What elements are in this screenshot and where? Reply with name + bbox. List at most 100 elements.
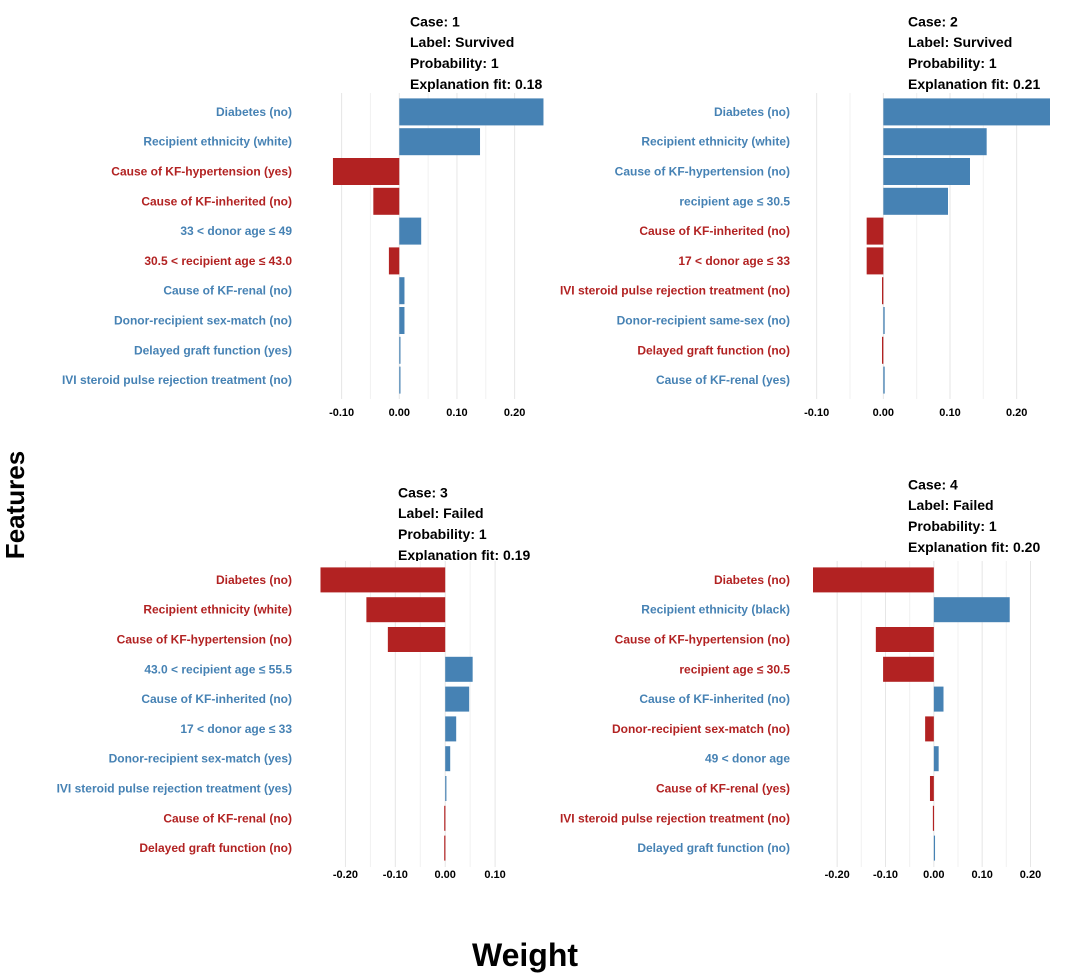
x-tick-label: 0.00 (923, 869, 944, 881)
bar (399, 307, 405, 334)
panel-header-line: Case: 3 (398, 484, 448, 500)
feature-label: Cause of KF-renal (no) (163, 284, 292, 298)
case-panel-1: Case: 1 Label: Survived Probability: 1 Expl… (62, 13, 555, 419)
bar (882, 277, 884, 305)
panel-header-line: Explanation fit: 0.18 (410, 76, 542, 92)
feature-label: Diabetes (no) (714, 105, 790, 119)
panel-header-line: Explanation fit: 0.21 (908, 76, 1040, 92)
bar (399, 336, 401, 364)
x-tick-label: -0.10 (804, 407, 829, 419)
bar (444, 835, 446, 861)
x-tick-label: -0.10 (873, 869, 898, 881)
x-tick-label: 0.10 (939, 407, 960, 419)
bar (933, 746, 939, 772)
feature-label: Cause of KF-hypertension (yes) (111, 165, 292, 179)
bar (883, 128, 987, 156)
bar (883, 366, 885, 394)
panel-header-line: Label: Survived (410, 34, 514, 50)
feature-label: Delayed graft function (yes) (134, 343, 292, 357)
panel-header-line: Label: Failed (908, 497, 994, 513)
feature-label: Cause of KF-inherited (no) (639, 224, 790, 238)
bar (866, 247, 884, 275)
feature-label: 49 < donor age (705, 752, 790, 766)
bar (445, 656, 473, 682)
feature-label: Recipient ethnicity (white) (143, 603, 292, 617)
feature-label: IVI steroid pulse rejection treatment (y… (57, 782, 292, 796)
x-tick-label: 0.10 (484, 869, 505, 881)
bar (399, 98, 544, 126)
feature-label: Donor-recipient sex-match (no) (612, 722, 790, 736)
feature-label: 33 < donor age ≤ 49 (180, 224, 292, 238)
x-tick-label: 0.00 (873, 407, 894, 419)
feature-label: Cause of KF-inherited (no) (141, 692, 292, 706)
panel-header-line: Explanation fit: 0.19 (398, 547, 530, 563)
x-tick-label: 0.20 (1006, 407, 1027, 419)
feature-label: Donor-recipient same-sex (no) (617, 314, 790, 328)
plot-area (813, 561, 1045, 867)
feature-label: Recipient ethnicity (black) (641, 603, 790, 617)
bar (875, 627, 934, 652)
case-panel-4: Case: 4 Label: Failed Probability: 1 Explan… (560, 476, 1045, 881)
bar (399, 217, 422, 245)
feature-label: recipient age ≤ 30.5 (679, 194, 790, 208)
bar (932, 805, 935, 831)
bar (933, 597, 1010, 623)
bar (388, 247, 400, 275)
feature-label: 30.5 < recipient age ≤ 43.0 (144, 254, 292, 268)
x-tick-label: -0.10 (383, 869, 408, 881)
feature-label: Cause of KF-renal (yes) (656, 782, 790, 796)
panel-header-line: Explanation fit: 0.20 (908, 539, 1040, 555)
x-tick-label: -0.20 (825, 869, 850, 881)
bar (366, 597, 446, 623)
case-panels: Case: 1 Label: Survived Probability: 1 Expl… (57, 13, 1050, 881)
x-axis-label: Weight (472, 937, 578, 973)
feature-label: IVI steroid pulse rejection treatment (n… (560, 284, 790, 298)
bar (883, 656, 934, 682)
bar (445, 686, 470, 712)
feature-label: Recipient ethnicity (white) (143, 135, 292, 149)
y-axis-label: Features (0, 451, 30, 559)
x-tick-label: 0.00 (435, 869, 456, 881)
feature-label: Cause of KF-inherited (no) (141, 194, 292, 208)
bar (387, 627, 446, 652)
feature-label: IVI steroid pulse rejection treatment (n… (62, 373, 292, 387)
feature-label: Diabetes (no) (714, 573, 790, 587)
bar (813, 567, 934, 593)
feature-label: Donor-recipient sex-match (yes) (109, 752, 292, 766)
panel-header-line: Probability: 1 (398, 526, 487, 542)
feature-label: 17 < donor age ≤ 33 (180, 722, 292, 736)
panel-header-line: Probability: 1 (908, 518, 997, 534)
feature-label: Delayed graft function (no) (637, 343, 790, 357)
panel-header-line: Probability: 1 (908, 55, 997, 71)
panel-header-line: Probability: 1 (410, 55, 499, 71)
feature-label: Cause of KF-hypertension (no) (615, 165, 790, 179)
panel-header-line: Label: Failed (398, 505, 484, 521)
feature-label: Cause of KF-hypertension (no) (615, 633, 790, 647)
feature-label: 17 < donor age ≤ 33 (678, 254, 790, 268)
bar (332, 158, 400, 185)
x-tick-label: 0.10 (971, 869, 992, 881)
feature-label: Recipient ethnicity (white) (641, 135, 790, 149)
feature-label: Cause of KF-inherited (no) (639, 692, 790, 706)
feature-label: Delayed graft function (no) (139, 841, 292, 855)
bar (882, 336, 884, 364)
feature-label: Donor-recipient sex-match (no) (114, 314, 292, 328)
panel-header-line: Label: Survived (908, 34, 1012, 50)
feature-label: Cause of KF-renal (no) (163, 811, 292, 825)
bar (883, 307, 885, 334)
case-panel-3: Case: 3 Label: Failed Probability: 1 Explan… (57, 484, 540, 881)
x-tick-label: 0.20 (1020, 869, 1041, 881)
case-panel-2: Case: 2 Label: Survived Probability: 1 Expl… (560, 13, 1050, 419)
feature-label: Cause of KF-hypertension (no) (117, 633, 292, 647)
feature-label: recipient age ≤ 30.5 (679, 662, 790, 676)
bar (399, 366, 401, 394)
bar (933, 835, 936, 861)
bar (320, 567, 446, 593)
feature-label: Delayed graft function (no) (637, 841, 790, 855)
bar (929, 776, 934, 801)
panel-header-line: Case: 2 (908, 13, 958, 29)
panel-header-line: Case: 1 (410, 13, 460, 29)
x-tick-label: -0.10 (329, 407, 354, 419)
bar (399, 128, 481, 156)
